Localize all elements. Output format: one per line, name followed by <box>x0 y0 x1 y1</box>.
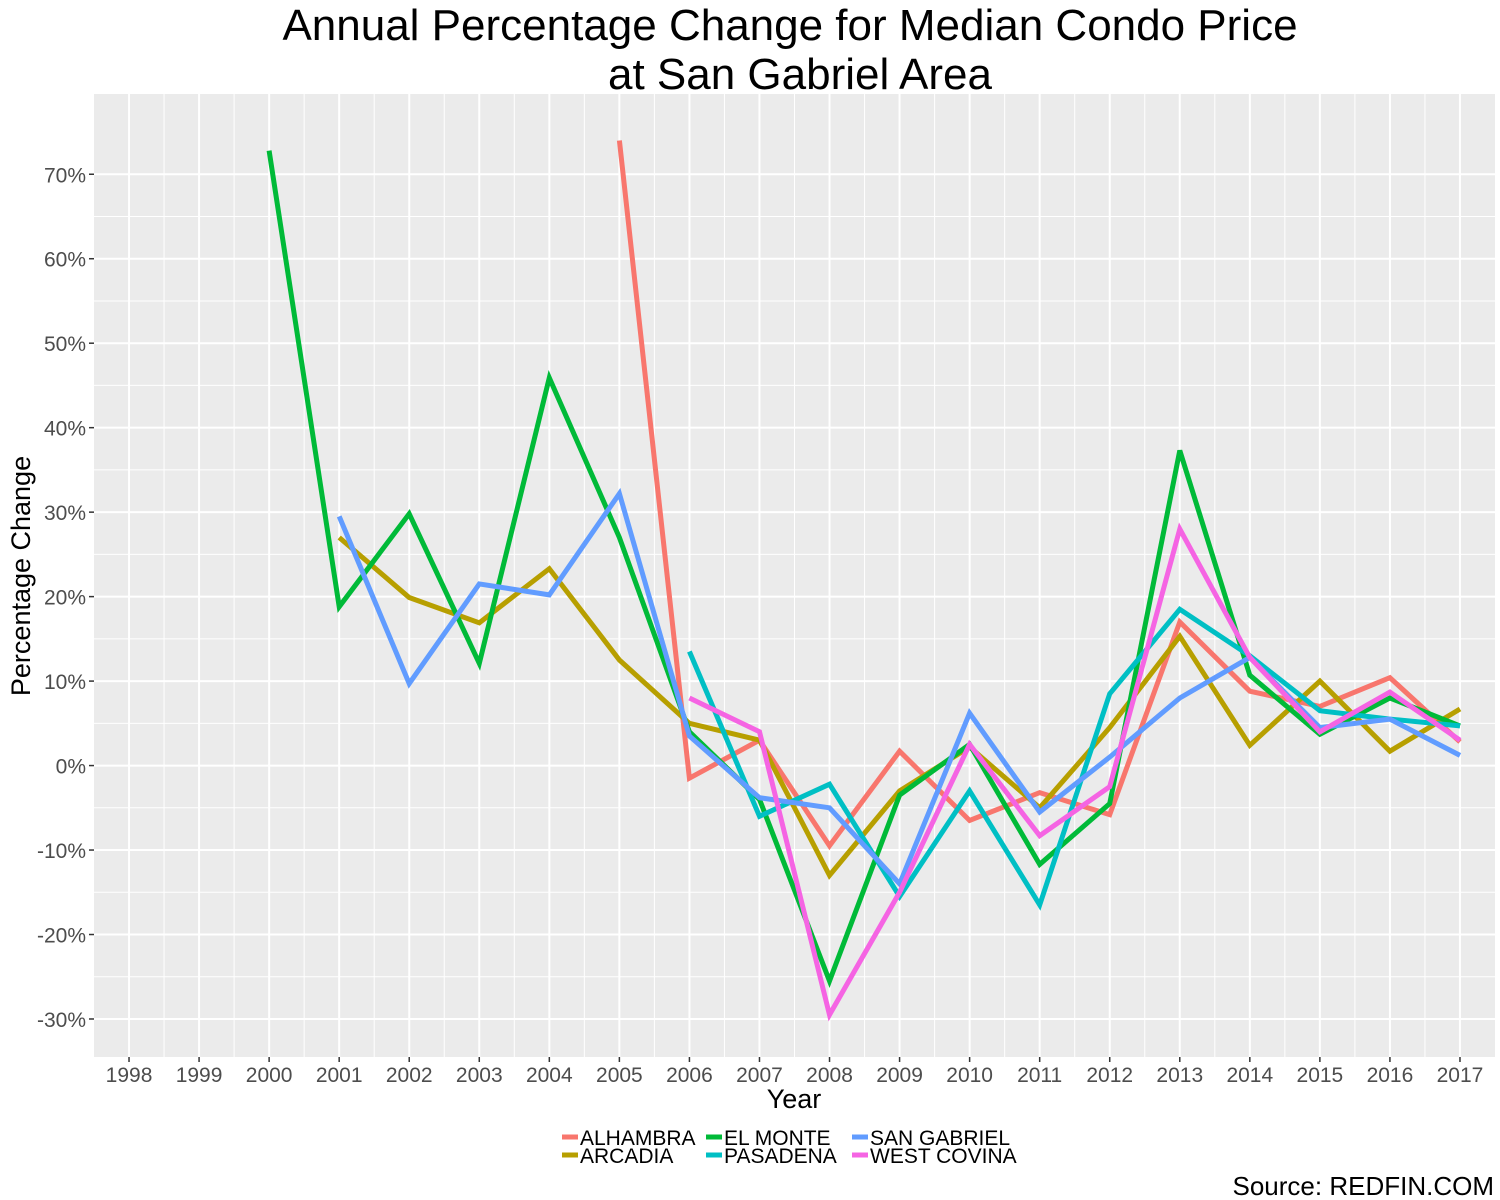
x-axis-title: Year <box>767 1084 822 1114</box>
x-tick-label: 2005 <box>596 1064 643 1087</box>
x-tick-label: 2008 <box>806 1064 853 1087</box>
legend-item-el-monte: EL MONTE <box>706 1127 831 1150</box>
y-axis-ticks: -30% -20% -10% 0% 10% 20% 30% 40% 50% 60% 70% <box>37 164 94 1032</box>
x-axis-ticks: 1998 1999 2000 2001 2002 2003 2004 2005 2006 2007… <box>106 1057 1484 1087</box>
y-tick-label: 60% <box>44 249 86 272</box>
x-tick-label: 2003 <box>456 1064 503 1087</box>
x-tick-label: 2017 <box>1437 1064 1484 1087</box>
x-tick-label: 1999 <box>176 1064 223 1087</box>
y-tick-label: 30% <box>44 502 86 525</box>
y-tick-label: 10% <box>44 671 86 694</box>
source-caption: Source: REDFIN.COM <box>1233 1171 1495 1200</box>
series-line-west-covina <box>688 522 1462 1022</box>
x-tick-label: 2015 <box>1297 1064 1344 1087</box>
legend-label: PASADENA <box>724 1145 837 1168</box>
x-tick-label: 1998 <box>106 1064 153 1087</box>
x-tick-label: 2016 <box>1367 1064 1414 1087</box>
legend-label: ARCADIA <box>580 1145 673 1168</box>
y-tick-label: 40% <box>44 418 86 441</box>
y-tick-label: 0% <box>56 756 86 779</box>
x-tick-label: 2012 <box>1086 1064 1133 1087</box>
legend-label: SAN GABRIEL <box>870 1127 1010 1150</box>
x-tick-label: 2014 <box>1226 1064 1273 1087</box>
legend-item-west-covina: WEST COVINA <box>852 1145 1017 1168</box>
x-tick-label: 2002 <box>386 1064 433 1087</box>
major-gridlines <box>94 94 1495 1057</box>
y-tick-label: -30% <box>37 1009 86 1032</box>
y-tick-label: -20% <box>37 925 86 948</box>
x-tick-label: 2006 <box>666 1064 713 1087</box>
chart-title-line-2: at San Gabriel Area <box>608 50 993 99</box>
x-tick-label: 2007 <box>736 1064 783 1087</box>
x-tick-label: 2011 <box>1017 1064 1062 1087</box>
series-line-pasadena <box>687 605 1461 911</box>
y-tick-label: 50% <box>44 333 86 356</box>
chart-title-line-1: Annual Percentage Change for Median Cond… <box>282 1 1297 50</box>
y-axis-title: Percentage Change <box>6 456 36 696</box>
x-tick-label: 2009 <box>876 1064 923 1087</box>
series-lines <box>266 140 1462 1022</box>
y-tick-label: 70% <box>44 164 86 187</box>
minor-gridlines <box>94 94 1495 1057</box>
x-tick-label: 2013 <box>1156 1064 1203 1087</box>
legend-item-arcadia: ARCADIA <box>562 1145 673 1168</box>
legend-label: EL MONTE <box>724 1127 831 1150</box>
y-tick-label: 20% <box>44 587 86 610</box>
legend-item-pasadena: PASADENA <box>706 1145 837 1168</box>
series-line-arcadia <box>337 535 1462 880</box>
legend-item-alhambra: ALHAMBRA <box>562 1127 696 1150</box>
x-tick-label: 2001 <box>316 1064 363 1087</box>
y-tick-label: -10% <box>37 840 86 863</box>
series-line-el-monte <box>266 150 1461 989</box>
x-tick-label: 2000 <box>246 1064 293 1087</box>
legend-item-san-gabriel: SAN GABRIEL <box>852 1127 1010 1150</box>
x-tick-label: 2004 <box>526 1064 573 1087</box>
legend-label: WEST COVINA <box>870 1145 1017 1168</box>
x-tick-label: 2010 <box>946 1064 993 1087</box>
legend-label: ALHAMBRA <box>580 1127 696 1150</box>
